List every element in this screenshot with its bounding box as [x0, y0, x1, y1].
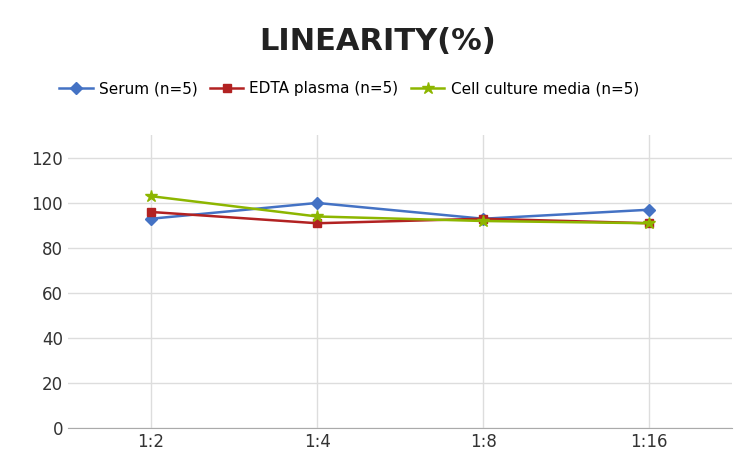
Serum (n=5) — [645, 207, 654, 212]
Serum (n=5) — [313, 200, 322, 206]
EDTA plasma (n=5) — [479, 216, 488, 221]
Legend: Serum (n=5), EDTA plasma (n=5), Cell culture media (n=5): Serum (n=5), EDTA plasma (n=5), Cell cul… — [53, 75, 645, 102]
Line: Serum (n=5): Serum (n=5) — [146, 199, 654, 223]
Cell culture media (n=5) — [313, 214, 322, 219]
EDTA plasma (n=5) — [146, 209, 156, 215]
Text: LINEARITY(%): LINEARITY(%) — [259, 27, 496, 56]
Line: Cell culture media (n=5): Cell culture media (n=5) — [145, 190, 655, 230]
Serum (n=5) — [146, 216, 156, 221]
Cell culture media (n=5) — [146, 193, 156, 199]
EDTA plasma (n=5) — [645, 221, 654, 226]
EDTA plasma (n=5) — [313, 221, 322, 226]
Cell culture media (n=5) — [645, 221, 654, 226]
Serum (n=5) — [479, 216, 488, 221]
Line: EDTA plasma (n=5): EDTA plasma (n=5) — [146, 208, 654, 227]
Cell culture media (n=5) — [479, 218, 488, 224]
